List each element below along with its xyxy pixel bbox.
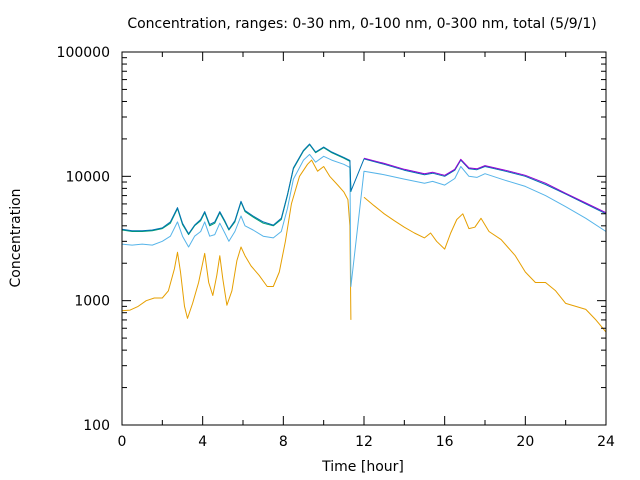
x-tick-label: 20	[516, 434, 534, 450]
x-tick-label: 16	[436, 434, 454, 450]
x-tick-label: 4	[198, 434, 207, 450]
x-tick-label: 0	[118, 434, 127, 450]
x-tick-labels: 0 4 8 12 16 20 24	[118, 434, 615, 450]
y-tick-label: 100	[83, 418, 110, 434]
series-line-5	[363, 196, 607, 333]
y-tick-label: 1000	[74, 294, 110, 310]
x-tick-label: 24	[597, 434, 615, 450]
x-tick-label: 8	[279, 434, 288, 450]
chart-title: Concentration, ranges: 0-30 nm, 0-100 nm…	[127, 16, 596, 32]
x-tick-label: 12	[355, 434, 373, 450]
y-axis-label: Concentration	[8, 188, 24, 287]
x-axis-label: Time [hour]	[321, 459, 404, 475]
plot-frame	[121, 51, 607, 426]
y-tick-labels: 100 1000 10000 100000	[57, 45, 110, 434]
series-line-6	[363, 157, 607, 214]
axis-ticks	[121, 51, 607, 426]
series-line-1	[121, 159, 352, 320]
y-tick-label: 10000	[65, 169, 110, 185]
series-line-4	[121, 143, 607, 235]
series-line-2	[121, 153, 607, 287]
y-tick-label: 100000	[57, 45, 110, 61]
series-lines	[121, 143, 607, 333]
series-line-3	[121, 144, 352, 236]
